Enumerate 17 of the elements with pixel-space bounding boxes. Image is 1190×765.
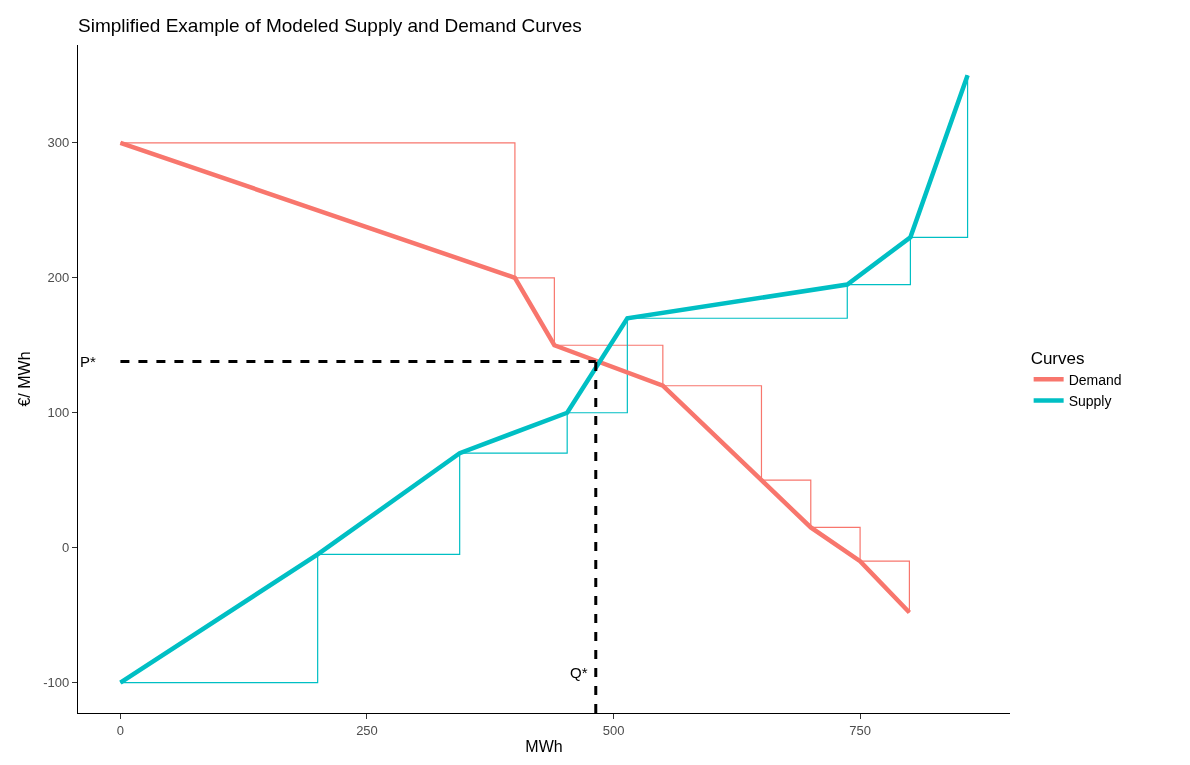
y-tick-label: 200 [47, 270, 70, 286]
x-tick-label: 750 [849, 722, 871, 738]
y-axis-title: €/ MWh [16, 351, 34, 407]
y-tick-label: 300 [47, 135, 70, 151]
x-tick-label: 0 [116, 722, 125, 738]
y-tick-label: 100 [47, 405, 70, 421]
ref-line-label: Q* [570, 664, 588, 681]
y-tick-label: 0 [62, 540, 70, 556]
y-tick-label: -100 [43, 675, 70, 691]
ref-line-label: P* [80, 353, 96, 370]
x-axis-title: MWh [525, 738, 563, 756]
legend-title: Curves [1030, 348, 1085, 368]
legend-label: Demand [1068, 371, 1122, 388]
chart-title: Simplified Example of Modeled Supply and Demand Curves [78, 15, 582, 37]
legend-label: Supply [1068, 392, 1112, 409]
x-tick-label: 250 [356, 722, 378, 738]
x-tick-label: 500 [602, 722, 625, 738]
